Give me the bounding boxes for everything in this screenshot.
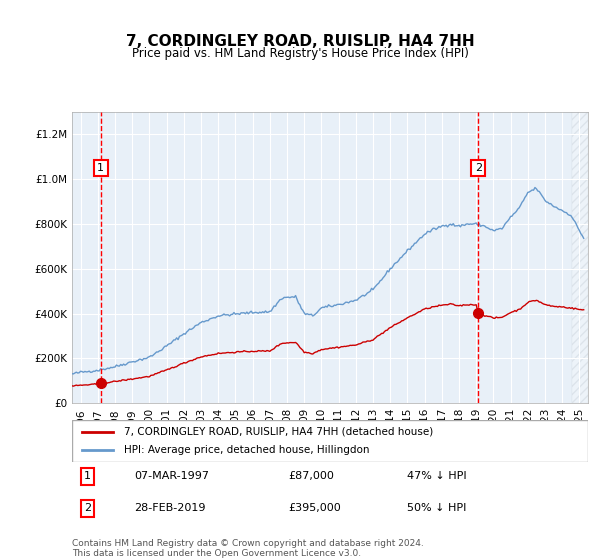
Text: 2: 2 bbox=[84, 503, 91, 514]
Text: Contains HM Land Registry data © Crown copyright and database right 2024.
This d: Contains HM Land Registry data © Crown c… bbox=[72, 539, 424, 558]
Text: 50% ↓ HPI: 50% ↓ HPI bbox=[407, 503, 467, 514]
Text: Price paid vs. HM Land Registry's House Price Index (HPI): Price paid vs. HM Land Registry's House … bbox=[131, 46, 469, 60]
Text: 07-MAR-1997: 07-MAR-1997 bbox=[134, 471, 209, 481]
Text: £87,000: £87,000 bbox=[289, 471, 335, 481]
Text: 1: 1 bbox=[97, 163, 104, 173]
Text: 7, CORDINGLEY ROAD, RUISLIP, HA4 7HH (detached house): 7, CORDINGLEY ROAD, RUISLIP, HA4 7HH (de… bbox=[124, 427, 433, 437]
Text: 7, CORDINGLEY ROAD, RUISLIP, HA4 7HH: 7, CORDINGLEY ROAD, RUISLIP, HA4 7HH bbox=[125, 35, 475, 49]
Text: 28-FEB-2019: 28-FEB-2019 bbox=[134, 503, 205, 514]
Text: 2: 2 bbox=[475, 163, 482, 173]
FancyBboxPatch shape bbox=[72, 420, 588, 462]
Text: HPI: Average price, detached house, Hillingdon: HPI: Average price, detached house, Hill… bbox=[124, 445, 369, 455]
Text: 1: 1 bbox=[84, 471, 91, 481]
Text: 47% ↓ HPI: 47% ↓ HPI bbox=[407, 471, 467, 481]
Text: £395,000: £395,000 bbox=[289, 503, 341, 514]
